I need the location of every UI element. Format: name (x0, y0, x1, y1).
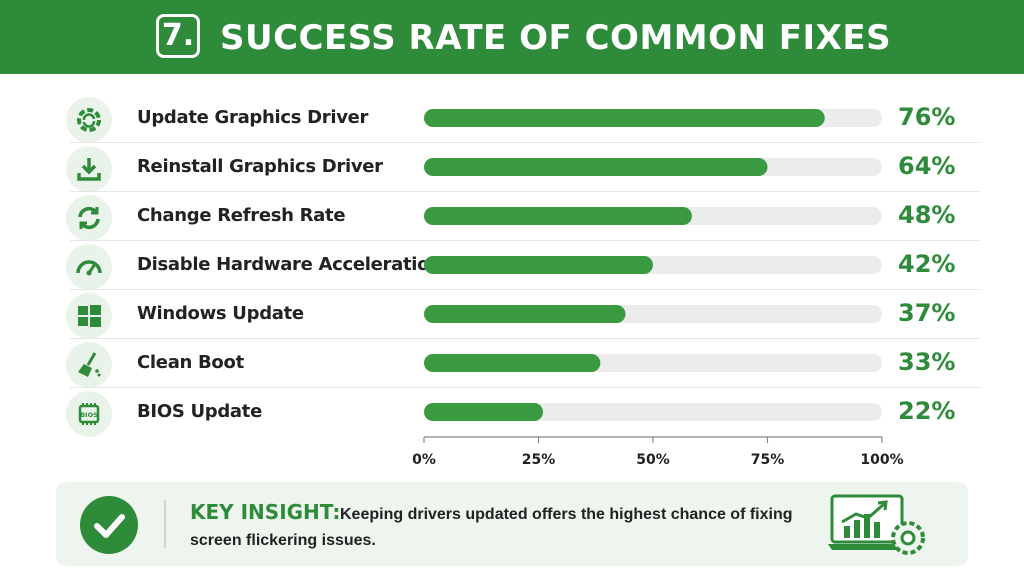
fix-label: Windows Update (137, 303, 304, 324)
row-divider (70, 240, 980, 241)
bar (424, 207, 692, 225)
fix-percentage: 37% (898, 299, 956, 327)
bar (424, 305, 626, 323)
fix-row: Update Graphics Driver 76% (60, 94, 980, 143)
row-divider (70, 387, 980, 388)
row-divider (70, 289, 980, 290)
bios-chip-icon: BIOS (66, 391, 116, 437)
fix-label: Disable Hardware Acceleration (137, 254, 442, 275)
fix-row: BIOS BIOS Update 22% (60, 388, 980, 437)
row-divider (70, 191, 980, 192)
windows-logo-icon (66, 293, 116, 339)
fix-label: Change Refresh Rate (137, 205, 346, 226)
broom-icon (66, 342, 116, 388)
fix-row: Disable Hardware Acceleration 42% (60, 241, 980, 290)
insight-text: Keeping drivers updated offers the highe… (190, 506, 793, 549)
check-icon (80, 496, 138, 554)
insight-divider (164, 500, 166, 548)
fix-label: Clean Boot (137, 352, 244, 373)
bar (424, 256, 653, 274)
bar (424, 403, 544, 421)
bar (424, 354, 601, 372)
fix-label: Reinstall Graphics Driver (137, 156, 383, 177)
header-banner: 7. SUCCESS RATE OF COMMON FIXES (0, 0, 1024, 74)
fix-percentage: 33% (898, 348, 956, 376)
x-tick-label: 100% (860, 452, 903, 468)
fix-label: BIOS Update (137, 401, 262, 422)
bios-chip-text: BIOS (80, 411, 98, 419)
fix-percentage: 42% (898, 250, 956, 278)
fix-row: Reinstall Graphics Driver 64% (60, 143, 980, 192)
download-icon (66, 146, 116, 192)
insight-title: KEY INSIGHT: (190, 500, 341, 524)
fix-row: Windows Update 37% (60, 290, 980, 339)
bar (424, 158, 768, 176)
page-title: SUCCESS RATE OF COMMON FIXES (220, 18, 892, 58)
bar (424, 109, 825, 127)
fix-row: Change Refresh Rate 48% (60, 192, 980, 241)
x-tick-label: 50% (636, 452, 670, 468)
fix-label: Update Graphics Driver (137, 107, 369, 128)
fix-row: Clean Boot 33% (60, 339, 980, 388)
fix-percentage: 22% (898, 397, 956, 425)
success-rate-bar-chart: 0% 25% 50% 75% 100% (412, 109, 904, 468)
gear-refresh-icon (66, 97, 116, 143)
x-tick-label: 0% (412, 452, 436, 468)
refresh-icon (66, 195, 116, 241)
key-insight-panel: KEY INSIGHT: Keeping drivers updated off… (56, 482, 968, 566)
row-divider (70, 142, 980, 143)
fix-percentage: 48% (898, 201, 956, 229)
section-number: 7. (156, 14, 200, 58)
laptop-chart-gear-icon (828, 492, 928, 558)
fix-percentage: 76% (898, 103, 956, 131)
x-tick-label: 75% (751, 452, 785, 468)
x-tick-label: 25% (522, 452, 556, 468)
fix-percentage: 64% (898, 152, 956, 180)
speedometer-icon (66, 244, 116, 290)
row-divider (70, 338, 980, 339)
